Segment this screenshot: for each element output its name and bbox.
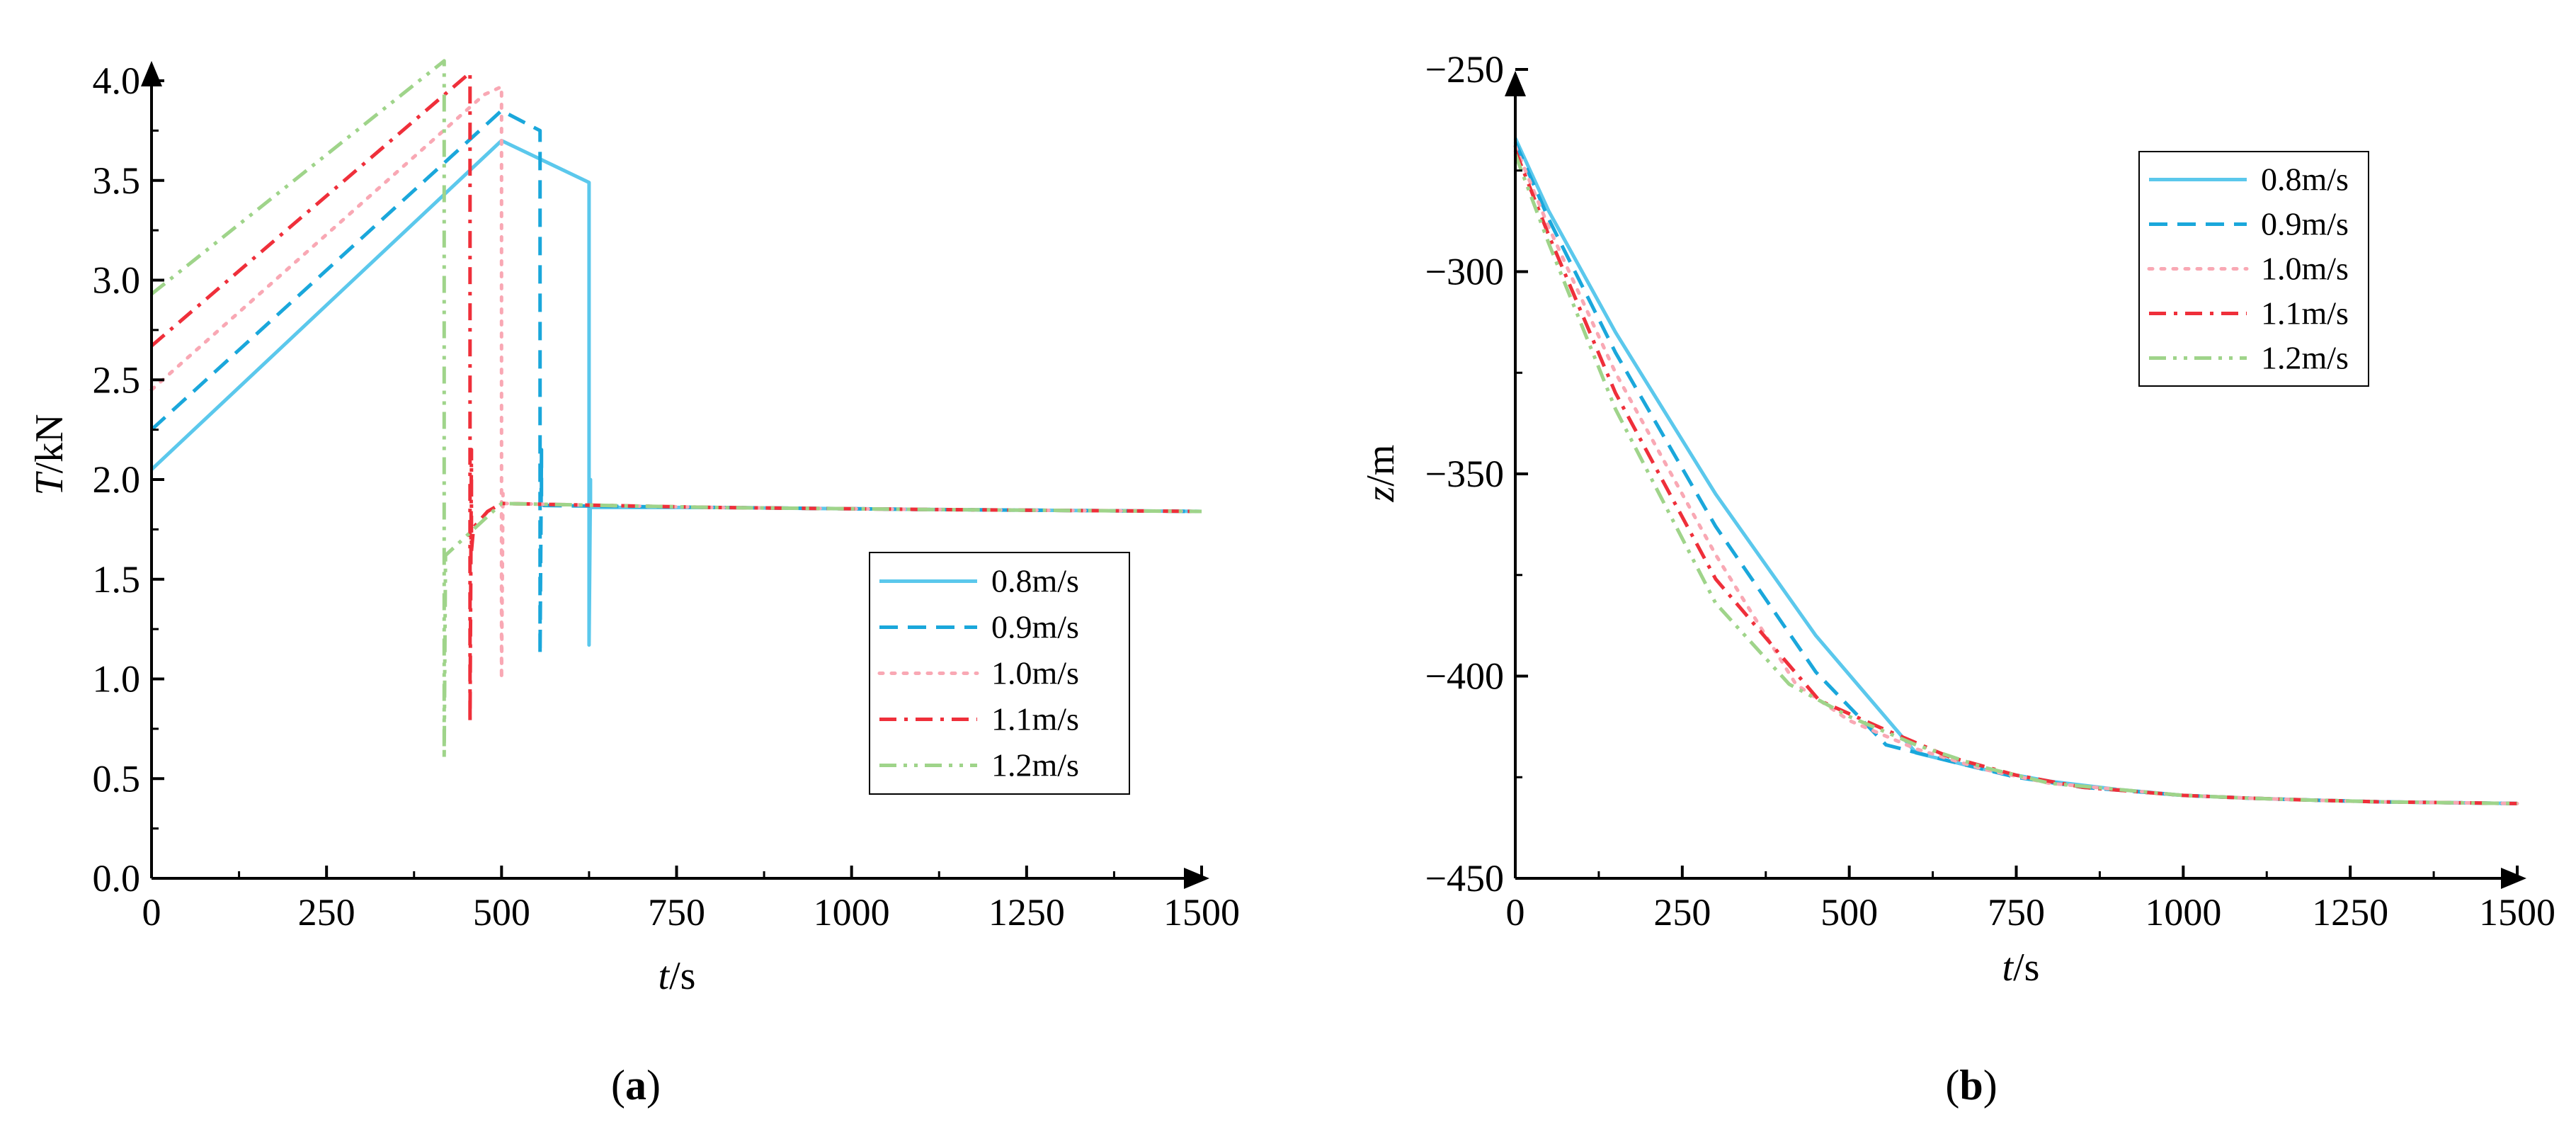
- panel-b-x-tick-label: 500: [1820, 891, 1878, 934]
- panel-a-y-tick-label: 4.0: [93, 60, 141, 102]
- panel-a-series-group: [149, 59, 1204, 761]
- panel-a-x-tick-label: 1250: [988, 891, 1065, 934]
- panel-b-x-tick-label: 250: [1653, 891, 1711, 934]
- panel-b-axes: 0 250 500 750 1000 1250 1500 −450 −400 −350 −300 −2…: [1425, 48, 2555, 934]
- panel-b-series-group: [1513, 137, 2519, 805]
- panel-a-legend-box: [869, 552, 1130, 795]
- panel-b-y-tick-label: −350: [1425, 453, 1504, 495]
- panel-b-chart: 0 250 500 750 1000 1250 1500 −450 −400 −350 −300 −2…: [1359, 48, 2555, 1109]
- panel-a-y-tick-label: 0.5: [93, 757, 141, 800]
- panel-a-legend-label-2: 0.9m/s: [991, 609, 1079, 645]
- panel-a-x-tick-label: 1500: [1163, 891, 1240, 934]
- panel-b-legend: 0.8m/s 0.9m/s 1.0m/s 1.1m/s 1.2m/s: [2138, 151, 2369, 387]
- panel-a-y-tick-label: 0.0: [93, 857, 141, 900]
- panel-a-label: (a): [611, 1062, 661, 1109]
- panel-b-x-tick-label: 1500: [2479, 891, 2555, 934]
- panel-a-x-tick-label: 250: [298, 891, 355, 934]
- panel-b-series-line-4: [1513, 149, 2518, 805]
- panel-a-x-tick-label: 750: [648, 891, 705, 934]
- panel-b-x-tick-label: 1250: [2312, 891, 2388, 934]
- panel-a-y-tick-label: 3.0: [93, 259, 141, 302]
- panel-b-y-tick-label: −450: [1425, 857, 1504, 900]
- panel-b-legend-label-2: 0.9m/s: [2261, 206, 2349, 242]
- panel-b-y-tick-label: −300: [1425, 251, 1504, 293]
- panel-b-y-axis-title: z/m: [1359, 445, 1403, 503]
- panel-a-legend-label-1: 0.8m/s: [991, 563, 1079, 599]
- panel-b-x-tick-label: 1000: [2145, 891, 2221, 934]
- panel-b-legend-label-4: 1.1m/s: [2261, 295, 2349, 332]
- panel-a-y-axis-arrow: [141, 61, 162, 86]
- panel-a-x-tick-label: 0: [142, 891, 161, 934]
- panel-b-legend-label-1: 0.8m/s: [2261, 162, 2349, 198]
- panel-a-y-tick-label: 1.0: [93, 658, 141, 701]
- panel-b-legend-label-5: 1.2m/s: [2261, 340, 2349, 376]
- panel-a-y-tick-label: 2.5: [93, 358, 141, 401]
- panel-b-x-axis-title: t/s: [2002, 946, 2040, 990]
- panel-b-label: (b): [1945, 1062, 1997, 1109]
- panel-a-x-tick-label: 500: [473, 891, 530, 934]
- panel-a-x-tick-label: 1000: [814, 891, 890, 934]
- panel-a-y-tick-label: 3.5: [93, 159, 141, 202]
- panel-a-legend-label-5: 1.2m/s: [991, 747, 1079, 783]
- panel-b-y-axis-arrow: [1505, 71, 1526, 96]
- panel-a-series-line-5: [150, 59, 1202, 761]
- panel-b-x-axis-arrow: [2501, 868, 2526, 889]
- panel-a-axes: 0 250 500 750 1000 1250 1500 0.0 0.5 1.0 1.5 2.0 2.5…: [93, 60, 1241, 934]
- panel-a-x-axis-arrow: [1184, 868, 1209, 889]
- panel-b-series-line-5: [1513, 154, 2518, 805]
- panel-a-legend-label-3: 1.0m/s: [991, 655, 1079, 691]
- panel-b-x-tick-label: 750: [1988, 891, 2045, 934]
- panel-a-legend: 0.8m/s 0.9m/s 1.0m/s 1.1m/s 1.2m/s: [869, 552, 1130, 795]
- panel-a-y-tick-label: 2.0: [93, 458, 141, 501]
- panel-b-y-tick-label: −400: [1425, 655, 1504, 698]
- panel-a-y-tick-label: 1.5: [93, 558, 141, 601]
- panel-a-y-axis-title: T/kN: [28, 414, 72, 495]
- panel-a-legend-label-4: 1.1m/s: [991, 701, 1079, 737]
- panel-a-x-axis-title: t/s: [659, 954, 696, 998]
- panel-b-x-tick-label: 0: [1506, 891, 1525, 934]
- panel-a-chart: 0 250 500 750 1000 1250 1500 0.0 0.5 1.0 1.5 2.0 2.5…: [28, 59, 1241, 1109]
- panel-b-y-tick-label: −250: [1425, 48, 1504, 91]
- panel-b-legend-label-3: 1.0m/s: [2261, 251, 2349, 287]
